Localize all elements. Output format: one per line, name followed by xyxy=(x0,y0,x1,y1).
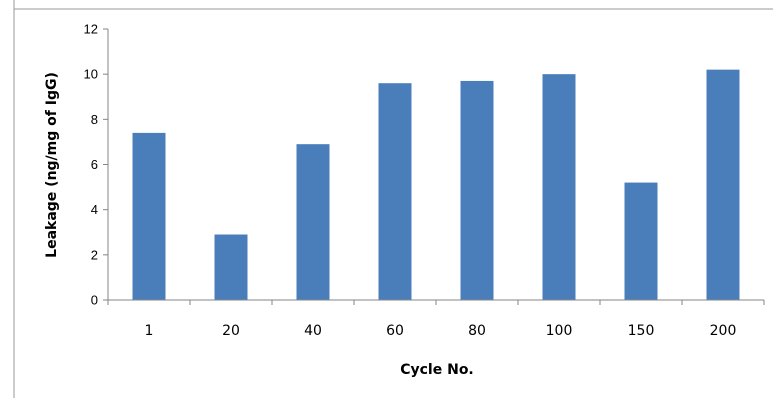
x-tick-label: 60 xyxy=(386,323,404,339)
y-axis-ticks: 0 2 4 6 8 10 12 xyxy=(84,22,108,308)
x-tick-label: 150 xyxy=(628,323,655,339)
x-tick-label: 1 xyxy=(145,323,154,339)
y-axis-title: Leakage (ng/mg of IgG) xyxy=(44,72,60,258)
x-tick-label: 40 xyxy=(304,323,322,339)
bar-cycle-60 xyxy=(378,83,412,300)
bar-cycle-200 xyxy=(706,69,740,301)
y-tick-label: 12 xyxy=(84,22,98,37)
x-tick-label: 100 xyxy=(546,323,573,339)
bar-series xyxy=(132,69,740,301)
x-tick-label: 200 xyxy=(710,323,737,339)
y-tick-label: 0 xyxy=(91,293,98,308)
x-tick-label: 20 xyxy=(222,323,240,339)
bar-cycle-100 xyxy=(542,74,576,301)
x-axis-ticks: 1 20 40 60 80 100 150 200 xyxy=(107,300,765,339)
bar-cycle-150 xyxy=(624,182,658,300)
y-tick-label: 8 xyxy=(91,112,98,127)
bar-cycle-1 xyxy=(132,132,166,300)
x-axis-title: Cycle No. xyxy=(400,362,474,378)
y-tick-label: 6 xyxy=(91,157,98,172)
bar-cycle-20 xyxy=(214,234,248,300)
y-tick-label: 2 xyxy=(91,247,98,262)
bar-cycle-80 xyxy=(460,80,494,300)
y-tick-label: 4 xyxy=(91,202,98,217)
x-tick-label: 80 xyxy=(468,323,486,339)
bar-cycle-40 xyxy=(296,144,330,300)
y-tick-label: 10 xyxy=(84,67,98,82)
